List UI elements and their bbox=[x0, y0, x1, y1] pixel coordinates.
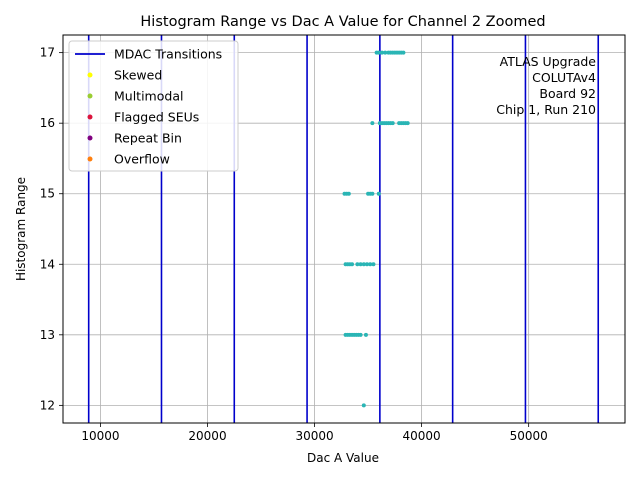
data-point bbox=[370, 121, 375, 126]
chart-title: Histogram Range vs Dac A Value for Chann… bbox=[140, 14, 545, 30]
y-tick-label: 15 bbox=[40, 187, 55, 201]
legend-point-swatch bbox=[87, 135, 93, 141]
data-point bbox=[370, 191, 375, 196]
y-axis-label: Histogram Range bbox=[14, 177, 28, 281]
x-tick-label: 40000 bbox=[403, 429, 441, 443]
y-tick-label: 14 bbox=[40, 257, 55, 271]
data-point bbox=[361, 262, 366, 267]
legend-box bbox=[68, 40, 239, 172]
legend: MDAC Transitions Skewed Multimodal Flagged … bbox=[68, 40, 239, 172]
annotation-line: Chip 1, Run 210 bbox=[496, 102, 596, 117]
data-point bbox=[383, 50, 388, 55]
data-point bbox=[371, 262, 376, 267]
x-tick-label: 50000 bbox=[510, 429, 548, 443]
data-point bbox=[365, 262, 370, 267]
data-point bbox=[390, 121, 395, 126]
y-tick-label: 16 bbox=[40, 116, 55, 130]
x-axis-ticks: 10000 20000 30000 40000 50000 bbox=[81, 423, 548, 443]
data-point bbox=[380, 50, 385, 55]
x-tick-label: 30000 bbox=[295, 429, 333, 443]
data-point bbox=[358, 262, 363, 267]
data-point bbox=[355, 262, 360, 267]
data-point bbox=[346, 191, 351, 196]
data-point bbox=[376, 191, 381, 196]
annotation-line: COLUTAv4 bbox=[532, 70, 596, 85]
y-tick-label: 12 bbox=[40, 398, 55, 412]
data-point bbox=[363, 332, 368, 337]
grid bbox=[63, 35, 625, 423]
legend-label: MDAC Transitions bbox=[114, 47, 222, 62]
data-point bbox=[350, 262, 355, 267]
legend-label: Repeat Bin bbox=[114, 131, 182, 146]
data-point bbox=[376, 50, 381, 55]
legend-point-swatch bbox=[87, 93, 93, 99]
annotation-line: Board 92 bbox=[539, 86, 596, 101]
legend-label: Skewed bbox=[114, 68, 162, 83]
legend-point-swatch bbox=[87, 72, 93, 78]
legend-label: Overflow bbox=[114, 152, 170, 167]
x-axis-label: Dac A Value bbox=[307, 451, 379, 465]
plot-frame bbox=[62, 34, 626, 424]
x-tick-label: 10000 bbox=[81, 429, 119, 443]
y-axis-ticks: 12 13 14 15 16 17 bbox=[40, 46, 63, 412]
annotation-line: ATLAS Upgrade bbox=[500, 54, 597, 69]
data-points bbox=[342, 50, 410, 408]
data-point bbox=[405, 121, 410, 126]
data-point bbox=[368, 262, 373, 267]
data-point bbox=[361, 403, 366, 408]
y-tick-label: 13 bbox=[40, 328, 55, 342]
legend-label: Multimodal bbox=[114, 89, 183, 104]
data-point bbox=[358, 332, 363, 337]
legend-point-swatch bbox=[87, 156, 93, 162]
data-point bbox=[401, 50, 406, 55]
legend-point-swatch bbox=[87, 114, 93, 120]
x-tick-label: 20000 bbox=[188, 429, 226, 443]
legend-label: Flagged SEUs bbox=[114, 110, 199, 125]
y-tick-label: 17 bbox=[40, 46, 55, 60]
